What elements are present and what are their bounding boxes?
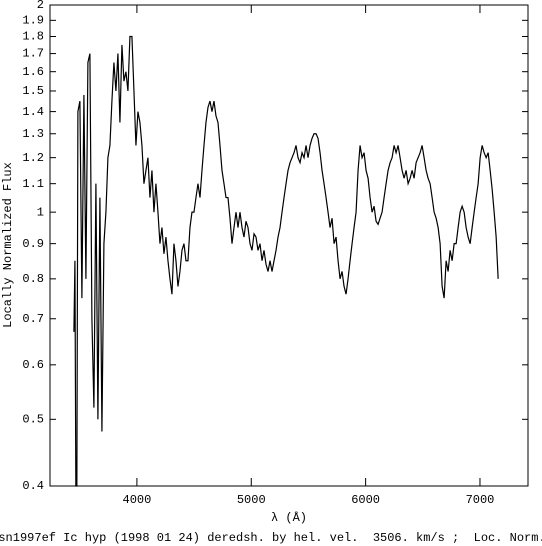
- y-tick-label: 0.7: [22, 312, 44, 326]
- y-tick-label: 0.8: [22, 272, 44, 286]
- y-tick-label: 0.6: [22, 358, 44, 372]
- x-axis-label: λ (Å): [271, 510, 307, 525]
- y-tick-label: 1.6: [22, 65, 44, 79]
- y-tick-label: 1.8: [22, 30, 44, 44]
- y-tick-label: 1.9: [22, 14, 44, 28]
- plot-frame: [49, 4, 529, 487]
- y-tick-label: 1.1: [22, 177, 44, 191]
- y-tick-label: 0.9: [22, 237, 44, 251]
- y-tick-label: 1.7: [22, 47, 44, 61]
- y-tick-label: 1.5: [22, 84, 44, 98]
- y-axis-label: Locally Normalized Flux: [1, 162, 15, 328]
- y-tick-label: 1.2: [22, 151, 44, 165]
- x-tick-label: 7000: [466, 493, 495, 507]
- x-tick-label: 5000: [237, 493, 266, 507]
- y-tick-label: 0.5: [22, 412, 44, 426]
- y-tick-label: 1.4: [22, 105, 44, 119]
- spectrum-line: [73, 35, 499, 487]
- caption: sn1997ef Ic hyp (1998 01 24) deredsh. by…: [0, 531, 542, 545]
- y-tick-label: 1: [37, 205, 44, 219]
- y-tick-label: 1.3: [22, 127, 44, 141]
- y-tick-label: 2: [37, 0, 44, 12]
- x-tick-label: 4000: [123, 493, 152, 507]
- x-tick-label: 6000: [351, 493, 380, 507]
- y-tick-label: 0.4: [22, 479, 44, 493]
